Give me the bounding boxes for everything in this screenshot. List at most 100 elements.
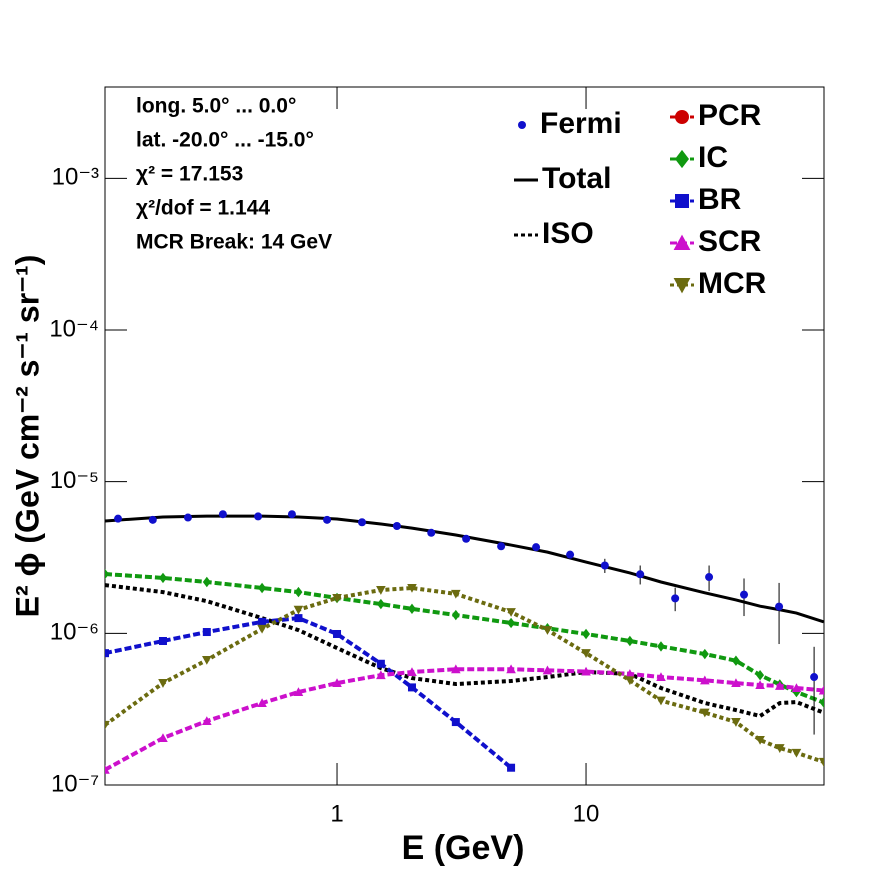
marker	[105, 720, 110, 730]
marker	[810, 673, 819, 682]
marker	[755, 680, 765, 690]
marker	[451, 609, 460, 621]
marker	[158, 733, 168, 743]
series-line	[105, 585, 824, 764]
marker	[506, 664, 516, 674]
series-line	[105, 572, 824, 705]
marker	[775, 602, 784, 611]
marker	[542, 665, 553, 675]
marker	[673, 234, 691, 250]
marker	[819, 697, 824, 708]
marker	[625, 669, 635, 678]
marker	[581, 649, 591, 658]
marker	[700, 675, 710, 685]
marker	[581, 666, 591, 676]
marker	[114, 514, 123, 523]
marker	[497, 542, 506, 551]
y-tick-label: 10⁻³	[52, 164, 99, 191]
marker	[506, 608, 516, 617]
marker	[287, 510, 296, 519]
marker	[376, 659, 385, 668]
marker	[323, 515, 332, 524]
legend-label: SCR	[698, 225, 762, 258]
marker	[183, 513, 192, 522]
marker	[257, 698, 267, 708]
marker	[257, 624, 267, 634]
marker	[636, 570, 645, 579]
y-tick-label: 10⁻⁵	[50, 467, 99, 494]
y-tick-label: 10⁻⁴	[49, 315, 99, 342]
marker	[700, 708, 710, 718]
legend-label: PCR	[698, 99, 762, 132]
annotation: χ²/dof = 1.144	[136, 197, 270, 220]
marker	[532, 543, 541, 552]
marker	[582, 628, 591, 640]
marker	[625, 635, 634, 647]
series-line	[105, 616, 513, 770]
marker	[427, 528, 436, 537]
marker	[791, 683, 802, 693]
marker	[507, 763, 516, 772]
x-axis-title: E (GeV)	[402, 829, 525, 867]
plot-area	[105, 510, 824, 774]
y-axis-title: E² ϕ (GeV cm⁻² s⁻¹ sr⁻¹)	[9, 255, 45, 618]
marker	[451, 589, 461, 599]
marker	[462, 534, 471, 543]
marker	[105, 764, 110, 774]
marker	[376, 586, 386, 595]
legend-label: IC	[698, 141, 728, 174]
marker	[700, 648, 709, 660]
marker	[774, 681, 785, 690]
marker	[148, 515, 157, 524]
marker	[294, 586, 303, 598]
marker	[392, 522, 401, 531]
marker	[407, 683, 416, 692]
marker	[518, 121, 526, 129]
marker	[542, 626, 553, 635]
annotation: χ² = 17.153	[136, 163, 243, 186]
marker	[656, 696, 666, 706]
marker	[293, 605, 304, 615]
marker	[740, 590, 749, 599]
marker	[600, 561, 609, 570]
marker	[756, 669, 765, 681]
marker	[656, 641, 665, 652]
marker	[673, 278, 691, 294]
marker	[158, 679, 168, 688]
marker	[566, 550, 575, 559]
marker	[158, 572, 167, 584]
annotation: long. 5.0° ... 0.0°	[136, 95, 296, 118]
marker	[358, 518, 367, 527]
marker	[258, 582, 267, 594]
marker	[818, 757, 824, 767]
x-tick-label: 10	[573, 800, 600, 827]
marker	[105, 568, 109, 580]
marker	[731, 678, 741, 688]
marker	[407, 603, 416, 615]
series-line	[105, 583, 824, 719]
marker	[254, 512, 263, 521]
marker	[376, 670, 386, 680]
annotation: lat. -20.0° ... -15.0°	[136, 129, 314, 152]
marker	[218, 510, 227, 519]
marker	[818, 685, 824, 695]
marker	[731, 655, 740, 666]
marker	[671, 594, 680, 603]
marker	[158, 637, 167, 646]
marker	[202, 716, 212, 726]
legend-label: Total	[542, 162, 611, 195]
marker	[294, 614, 303, 623]
marker	[293, 687, 304, 697]
marker	[705, 573, 714, 582]
marker	[258, 617, 267, 626]
legend-label: BR	[698, 183, 742, 216]
marker	[202, 576, 211, 588]
marker	[332, 593, 342, 603]
marker	[202, 628, 211, 637]
marker	[731, 718, 741, 727]
marker	[376, 598, 385, 610]
legend-label: ISO	[542, 217, 594, 250]
marker	[333, 629, 342, 638]
marker	[451, 718, 460, 727]
